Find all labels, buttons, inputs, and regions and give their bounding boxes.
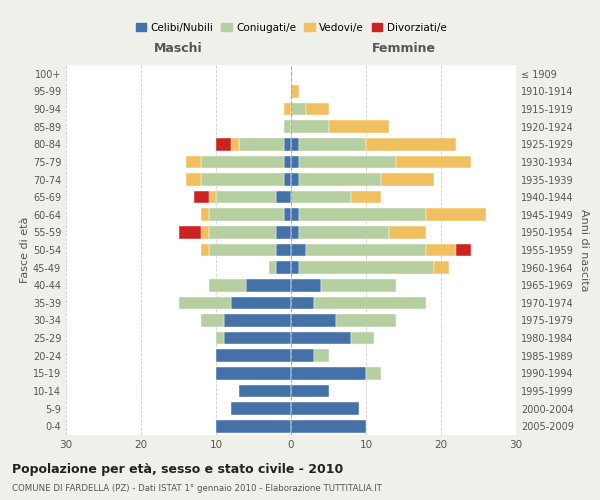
- Bar: [291, 332, 351, 344]
- Bar: [291, 102, 306, 116]
- Bar: [209, 191, 216, 203]
- Bar: [299, 226, 389, 238]
- Bar: [209, 244, 276, 256]
- Bar: [186, 156, 201, 168]
- Bar: [276, 262, 291, 274]
- Text: Femmine: Femmine: [371, 42, 436, 56]
- Bar: [209, 208, 284, 221]
- Legend: Celibi/Nubili, Coniugati/e, Vedovi/e, Divorziati/e: Celibi/Nubili, Coniugati/e, Vedovi/e, Di…: [131, 18, 451, 36]
- Bar: [291, 420, 366, 432]
- Bar: [291, 262, 299, 274]
- Bar: [201, 208, 209, 221]
- Y-axis label: Anni di nascita: Anni di nascita: [579, 209, 589, 291]
- Bar: [291, 314, 336, 327]
- Bar: [396, 156, 471, 168]
- Bar: [426, 208, 486, 221]
- Bar: [223, 314, 291, 327]
- Bar: [291, 384, 329, 398]
- Bar: [321, 279, 396, 291]
- Bar: [291, 296, 314, 309]
- Bar: [193, 191, 209, 203]
- Text: Popolazione per età, sesso e stato civile - 2010: Popolazione per età, sesso e stato civil…: [12, 462, 343, 475]
- Bar: [366, 138, 456, 150]
- Bar: [351, 191, 381, 203]
- Bar: [216, 332, 223, 344]
- Bar: [314, 350, 329, 362]
- Bar: [291, 279, 321, 291]
- Bar: [216, 138, 231, 150]
- Bar: [314, 296, 426, 309]
- Bar: [291, 350, 314, 362]
- Bar: [291, 208, 299, 221]
- Bar: [201, 226, 209, 238]
- Bar: [291, 226, 299, 238]
- Bar: [186, 173, 201, 186]
- Bar: [433, 262, 449, 274]
- Bar: [201, 156, 284, 168]
- Bar: [284, 173, 291, 186]
- Bar: [381, 173, 433, 186]
- Bar: [291, 138, 299, 150]
- Bar: [246, 279, 291, 291]
- Bar: [291, 191, 351, 203]
- Bar: [426, 244, 456, 256]
- Bar: [299, 138, 366, 150]
- Bar: [239, 138, 284, 150]
- Bar: [291, 85, 299, 98]
- Bar: [456, 244, 471, 256]
- Bar: [336, 314, 396, 327]
- Bar: [216, 367, 291, 380]
- Bar: [299, 262, 433, 274]
- Bar: [306, 102, 329, 116]
- Bar: [269, 262, 276, 274]
- Bar: [216, 350, 291, 362]
- Bar: [209, 226, 276, 238]
- Bar: [389, 226, 426, 238]
- Text: COMUNE DI FARDELLA (PZ) - Dati ISTAT 1° gennaio 2010 - Elaborazione TUTTITALIA.I: COMUNE DI FARDELLA (PZ) - Dati ISTAT 1° …: [12, 484, 382, 493]
- Bar: [231, 296, 291, 309]
- Bar: [291, 402, 359, 415]
- Bar: [216, 420, 291, 432]
- Bar: [231, 402, 291, 415]
- Y-axis label: Fasce di età: Fasce di età: [20, 217, 30, 283]
- Bar: [299, 156, 396, 168]
- Bar: [276, 191, 291, 203]
- Bar: [284, 138, 291, 150]
- Bar: [291, 244, 306, 256]
- Bar: [201, 314, 223, 327]
- Bar: [306, 244, 426, 256]
- Bar: [239, 384, 291, 398]
- Bar: [216, 191, 276, 203]
- Bar: [329, 120, 389, 133]
- Bar: [291, 156, 299, 168]
- Bar: [299, 173, 381, 186]
- Bar: [209, 279, 246, 291]
- Bar: [291, 120, 329, 133]
- Bar: [179, 226, 201, 238]
- Bar: [299, 208, 426, 221]
- Bar: [201, 173, 284, 186]
- Bar: [201, 244, 209, 256]
- Bar: [291, 367, 366, 380]
- Text: Maschi: Maschi: [154, 42, 203, 56]
- Bar: [284, 102, 291, 116]
- Bar: [276, 226, 291, 238]
- Bar: [223, 332, 291, 344]
- Bar: [179, 296, 231, 309]
- Bar: [291, 173, 299, 186]
- Bar: [276, 244, 291, 256]
- Bar: [366, 367, 381, 380]
- Bar: [284, 208, 291, 221]
- Bar: [231, 138, 239, 150]
- Bar: [284, 156, 291, 168]
- Bar: [284, 120, 291, 133]
- Bar: [351, 332, 373, 344]
